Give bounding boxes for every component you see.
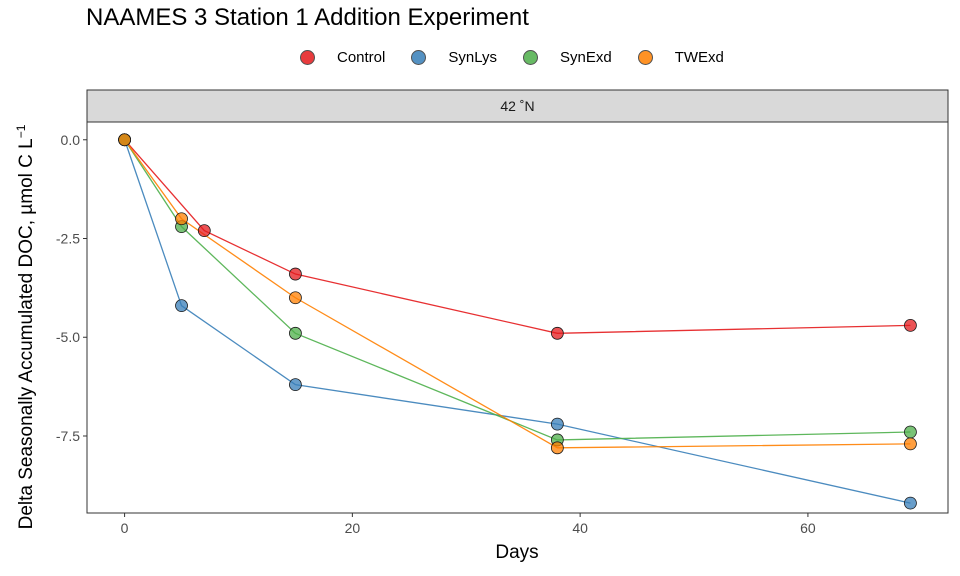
legend-swatch — [523, 49, 538, 65]
data-point-synlys — [904, 496, 917, 510]
data-point-control — [197, 224, 211, 238]
x-tick-label: 60 — [800, 520, 816, 536]
data-point-control — [904, 318, 917, 332]
chart-legend: Control SynLys SynExd TWExd — [300, 46, 750, 68]
data-point-control — [289, 267, 302, 281]
y-tick-label: -5.0 — [56, 329, 80, 345]
y-tick-label: -2.5 — [56, 231, 80, 247]
legend-item-synlys: SynLys — [411, 49, 497, 66]
facet-strip — [86, 89, 949, 123]
data-point-synexd — [904, 425, 917, 439]
legend-label: SynExd — [560, 48, 612, 66]
data-point-twexd — [904, 437, 917, 451]
legend-label: TWExd — [674, 48, 724, 66]
x-tick-label: 0 — [121, 520, 129, 536]
legend-item-control: Control — [300, 49, 385, 66]
chart-title: NAAMES 3 Station 1 Addition Experiment — [86, 4, 529, 31]
x-axis-title: Days — [495, 542, 539, 563]
legend-swatch — [637, 49, 653, 65]
plot-panel — [86, 121, 949, 514]
legend-item-twexd: TWExd — [637, 48, 724, 66]
legend-label: Control — [337, 48, 386, 66]
legend-label: SynLys — [448, 48, 497, 66]
data-point-twexd — [289, 291, 302, 305]
data-point-twexd — [118, 133, 131, 147]
data-point-control — [550, 326, 564, 340]
data-point-synexd — [289, 326, 302, 340]
data-point-synlys — [550, 417, 564, 431]
data-point-twexd — [175, 212, 188, 226]
facet-strip-label: 42 ˚N — [500, 98, 534, 114]
x-tick-label: 40 — [572, 520, 588, 536]
x-tick-label: 20 — [345, 520, 361, 536]
legend-item-synexd: SynExd — [523, 49, 612, 66]
y-tick-label: -7.5 — [56, 428, 80, 444]
data-point-synlys — [175, 299, 188, 313]
data-point-twexd — [550, 441, 564, 455]
y-tick-label: 0.0 — [61, 132, 81, 148]
legend-swatch — [300, 49, 315, 65]
data-point-synlys — [289, 378, 302, 392]
legend-swatch — [411, 49, 427, 65]
